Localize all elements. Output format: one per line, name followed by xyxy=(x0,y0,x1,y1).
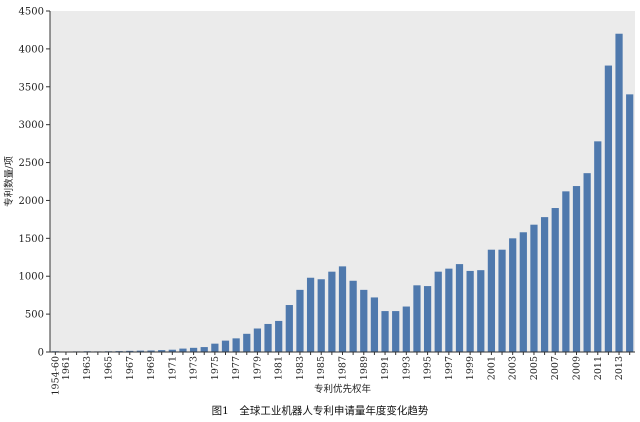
y-tick-label: 4500 xyxy=(19,7,44,18)
bar-1968 xyxy=(136,350,145,352)
bar-1970 xyxy=(158,350,166,352)
x-tick-label: 2001 xyxy=(486,356,497,380)
bar-1987 xyxy=(338,266,347,352)
bar-1995 xyxy=(423,286,432,352)
bar-1994 xyxy=(413,285,421,352)
bar-2004 xyxy=(519,232,527,352)
bar-1993 xyxy=(402,306,410,352)
x-tick-label: 2013 xyxy=(614,356,625,380)
bar-group xyxy=(51,33,634,353)
bar-1979 xyxy=(253,328,262,352)
bar-1971 xyxy=(168,349,176,352)
x-tick-label: 1989 xyxy=(359,356,370,380)
bar-2007 xyxy=(551,208,559,352)
bar-1991 xyxy=(381,311,389,352)
bar-1978 xyxy=(243,333,251,352)
bar-1975 xyxy=(211,343,219,352)
x-tick-label: 2003 xyxy=(508,356,519,380)
x-tick-label: 2009 xyxy=(572,356,583,380)
bar-1973 xyxy=(189,347,198,352)
x-tick-label: 1997 xyxy=(444,356,455,380)
bar-2000 xyxy=(477,270,485,352)
figure-caption: 图1 全球工业机器人专利申请量年度变化趋势 xyxy=(211,405,429,417)
bar-1989 xyxy=(360,289,368,352)
x-tick-label: 1985 xyxy=(316,356,327,380)
y-tick-label: 3000 xyxy=(19,120,44,131)
bar-1977 xyxy=(232,338,240,352)
bar-1997 xyxy=(445,268,453,352)
bar-1996 xyxy=(434,271,442,352)
bar-2009 xyxy=(572,186,581,352)
x-tick-label: 1987 xyxy=(338,356,349,380)
bar-1998 xyxy=(455,264,464,352)
y-tick-label: 1000 xyxy=(19,272,44,283)
bar-1999 xyxy=(466,270,474,352)
x-tick-label: 1969 xyxy=(146,356,157,380)
bar-1982 xyxy=(285,305,293,352)
y-tick-label: 3500 xyxy=(19,82,44,93)
bar-1986 xyxy=(328,271,336,352)
bar-1990 xyxy=(370,297,379,352)
x-tick-label: 1963 xyxy=(82,356,93,380)
chart: 0 500 1000 1500 2000 2500 3000 3500 4000 4500 195… xyxy=(3,7,635,395)
bar-2011 xyxy=(594,141,602,352)
bar-1967 xyxy=(126,350,134,352)
bar-2005 xyxy=(530,224,538,352)
x-axis: 1954-60 1961 1963 1965 1967 1969 1971 1973 1975 1… xyxy=(50,351,635,395)
x-tick-label: 1995 xyxy=(423,356,434,380)
x-tick-label: 1975 xyxy=(210,356,221,380)
y-tick-label: 1500 xyxy=(19,234,44,245)
bar-1985 xyxy=(317,279,325,352)
y-axis: 0 500 1000 1500 2000 2500 3000 3500 4000 4500 xyxy=(19,7,51,359)
x-tick-label: 1979 xyxy=(252,356,263,380)
bar-2003 xyxy=(509,238,517,352)
x-tick-label: 1991 xyxy=(380,356,391,380)
x-tick-label: 1999 xyxy=(465,356,476,380)
y-tick-label: 2000 xyxy=(19,196,44,207)
bar-2001 xyxy=(487,249,496,352)
bar-1972 xyxy=(179,348,187,352)
x-tick-label: 1981 xyxy=(274,356,285,380)
bar-2006 xyxy=(540,217,549,352)
y-axis-title: 专利数量/项 xyxy=(3,156,15,207)
bar-1988 xyxy=(349,280,357,352)
x-tick-label: 1967 xyxy=(125,356,136,380)
bar-2012 xyxy=(604,65,613,352)
bar-1969 xyxy=(147,350,155,352)
x-tick-label: 1983 xyxy=(295,356,306,380)
bar-2002 xyxy=(498,249,506,352)
bar-1992 xyxy=(392,311,400,352)
bar-1980 xyxy=(264,323,272,352)
x-tick-label: 1973 xyxy=(189,356,200,380)
x-tick-label: 1961 xyxy=(61,356,72,380)
x-axis-title: 专利优先权年 xyxy=(314,383,372,395)
x-tick-label: 1977 xyxy=(231,356,242,380)
bar-1974 xyxy=(200,347,208,352)
x-tick-label: 2011 xyxy=(593,356,604,380)
x-tick-label: 2005 xyxy=(529,356,540,380)
y-tick-label: 0 xyxy=(38,348,44,359)
bar-2013 xyxy=(615,33,623,352)
bar-2014 xyxy=(626,94,634,353)
bar-1983 xyxy=(296,289,304,352)
bar-1984 xyxy=(306,277,315,352)
bar-1981 xyxy=(275,320,283,352)
bar-2008 xyxy=(562,191,570,352)
x-tick-label: 2007 xyxy=(550,356,561,380)
bar-1976 xyxy=(221,340,230,352)
x-tick-label: 1993 xyxy=(401,356,412,380)
x-tick-label: 1965 xyxy=(104,356,115,380)
x-tick-label: 1954-60 xyxy=(50,356,61,395)
y-tick-label: 500 xyxy=(25,310,44,321)
y-tick-label: 2500 xyxy=(19,158,44,169)
y-tick-label: 4000 xyxy=(19,44,44,55)
x-tick-label: 1971 xyxy=(167,356,178,380)
bar-2010 xyxy=(583,173,591,352)
